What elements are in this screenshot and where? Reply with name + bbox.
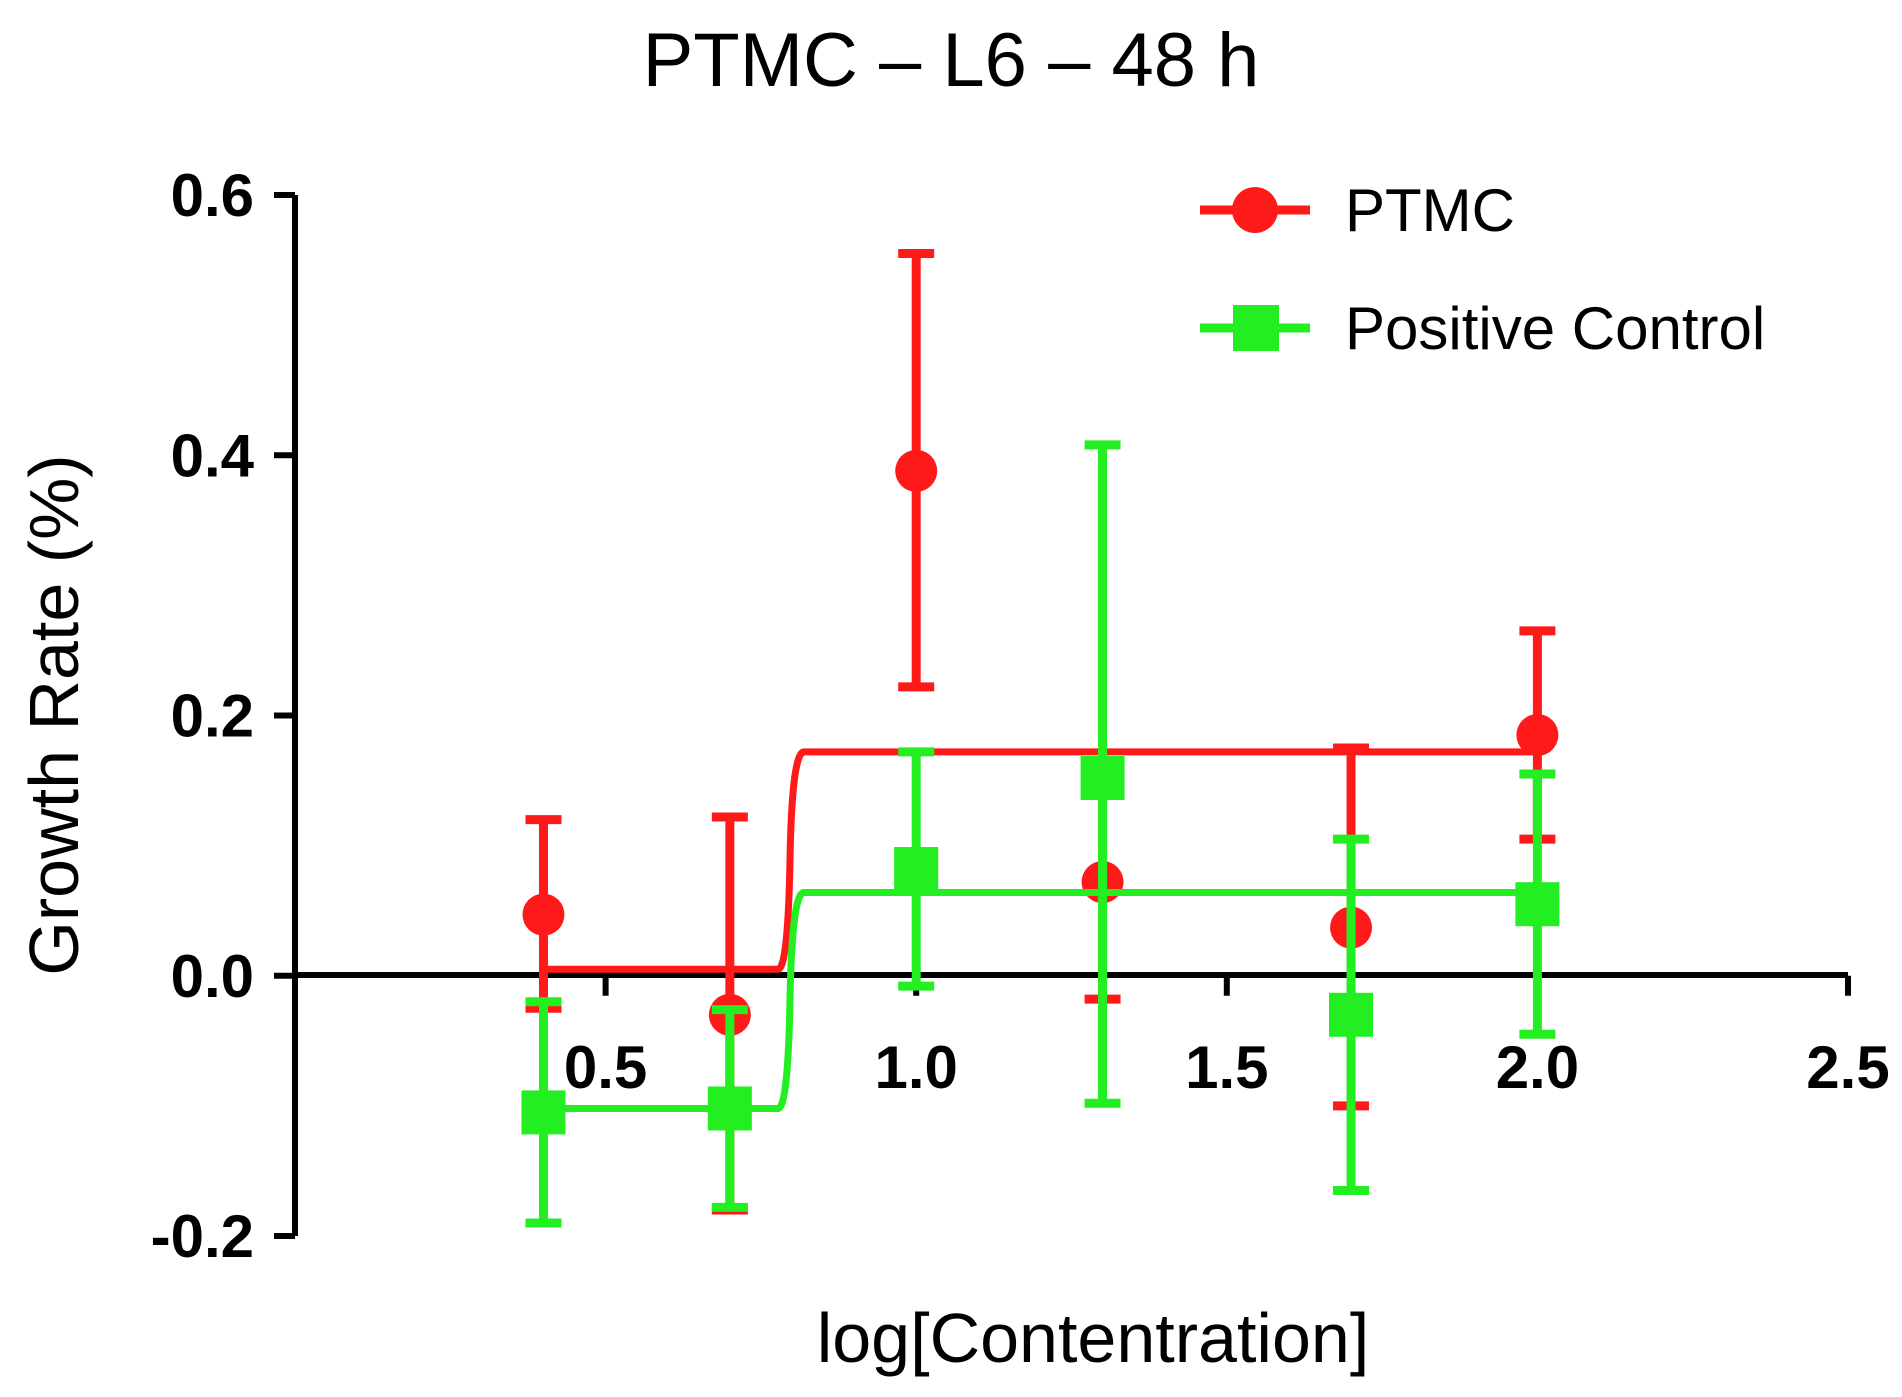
fit-curve-ptmc <box>543 748 1538 973</box>
x-tick-label: 1.5 <box>1185 1034 1268 1101</box>
legend-marker-positive-control <box>1233 305 1279 351</box>
data-point-positive-control <box>1515 882 1560 927</box>
chart-title: PTMC – L6 – 48 h <box>643 18 1260 103</box>
y-tick-label: 0.2 <box>171 683 254 750</box>
legend-marker-ptmc <box>1232 187 1278 233</box>
x-tick-label: 2.0 <box>1496 1034 1579 1101</box>
data-point-positive-control <box>1329 992 1374 1037</box>
x-tick-label: 0.5 <box>564 1034 647 1101</box>
data-point-ptmc <box>522 893 565 936</box>
x-ticks: 0.5 1.0 1.5 2.0 2.5 <box>564 975 1890 1101</box>
y-tick-label: -0.2 <box>151 1203 254 1270</box>
legend-label-positive-control: Positive Control <box>1345 295 1765 362</box>
data-point-ptmc <box>1516 714 1559 757</box>
y-tick-label: 0.4 <box>171 422 255 489</box>
legend-label-ptmc: PTMC <box>1345 177 1515 244</box>
legend: PTMC Positive Control <box>1200 177 1765 362</box>
data-point-positive-control <box>1080 755 1125 800</box>
data-point-ptmc <box>895 449 938 492</box>
legend-item-positive-control: Positive Control <box>1200 295 1765 362</box>
data-point-positive-control <box>894 847 939 892</box>
fit-curve-positive-control <box>543 888 1538 1112</box>
y-ticks: -0.2 0.0 0.2 0.4 0.6 <box>151 162 295 1270</box>
x-axis-title: log[Contentration] <box>817 1299 1370 1377</box>
series-positive-control <box>521 440 1560 1228</box>
y-axis-title: Growth Rate (%) <box>15 454 93 975</box>
data-point-positive-control <box>521 1090 566 1135</box>
legend-item-ptmc: PTMC <box>1200 177 1515 244</box>
data-point-positive-control <box>707 1086 752 1131</box>
series-layer <box>521 249 1560 1228</box>
x-tick-label: 1.0 <box>874 1034 957 1101</box>
series-ptmc <box>522 249 1559 1215</box>
y-tick-label: 0.0 <box>171 943 254 1010</box>
x-tick-label: 2.5 <box>1806 1034 1889 1101</box>
y-tick-label: 0.6 <box>171 162 254 229</box>
